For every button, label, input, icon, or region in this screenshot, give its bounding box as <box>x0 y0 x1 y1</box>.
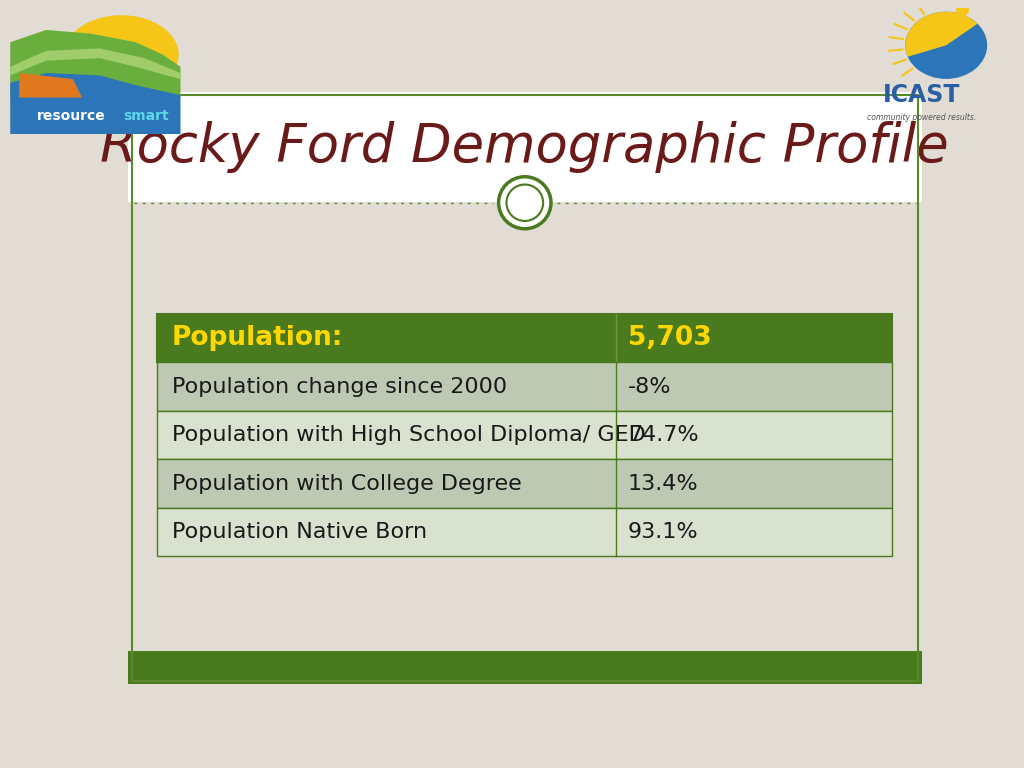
Text: community powered results.: community powered results. <box>867 114 976 122</box>
Text: 5,703: 5,703 <box>628 325 712 351</box>
Circle shape <box>63 15 178 94</box>
Circle shape <box>905 12 987 79</box>
Ellipse shape <box>507 184 543 221</box>
Text: ICAST: ICAST <box>883 83 961 107</box>
Ellipse shape <box>499 177 551 229</box>
Circle shape <box>956 5 969 16</box>
Text: smart: smart <box>123 109 169 123</box>
Polygon shape <box>19 73 82 98</box>
Text: Population change since 2000: Population change since 2000 <box>172 376 507 396</box>
Text: -8%: -8% <box>628 376 672 396</box>
Text: Population with College Degree: Population with College Degree <box>172 474 521 494</box>
Polygon shape <box>10 48 180 79</box>
Wedge shape <box>905 12 978 57</box>
Text: 13.4%: 13.4% <box>628 474 698 494</box>
Text: resource: resource <box>37 109 105 123</box>
FancyBboxPatch shape <box>158 411 892 459</box>
Polygon shape <box>10 30 180 98</box>
FancyBboxPatch shape <box>158 362 892 411</box>
Text: Population:: Population: <box>172 325 343 351</box>
Text: Population with High School Diploma/ GED: Population with High School Diploma/ GED <box>172 425 645 445</box>
FancyBboxPatch shape <box>128 92 922 201</box>
Text: 93.1%: 93.1% <box>628 522 698 542</box>
Text: 74.7%: 74.7% <box>628 425 698 445</box>
Text: Rocky Ford Demographic Profile: Rocky Ford Demographic Profile <box>100 121 949 173</box>
Text: Population Native Born: Population Native Born <box>172 522 427 542</box>
Polygon shape <box>10 73 180 134</box>
FancyBboxPatch shape <box>128 651 922 684</box>
FancyBboxPatch shape <box>158 508 892 556</box>
FancyBboxPatch shape <box>158 314 892 362</box>
FancyBboxPatch shape <box>158 459 892 508</box>
